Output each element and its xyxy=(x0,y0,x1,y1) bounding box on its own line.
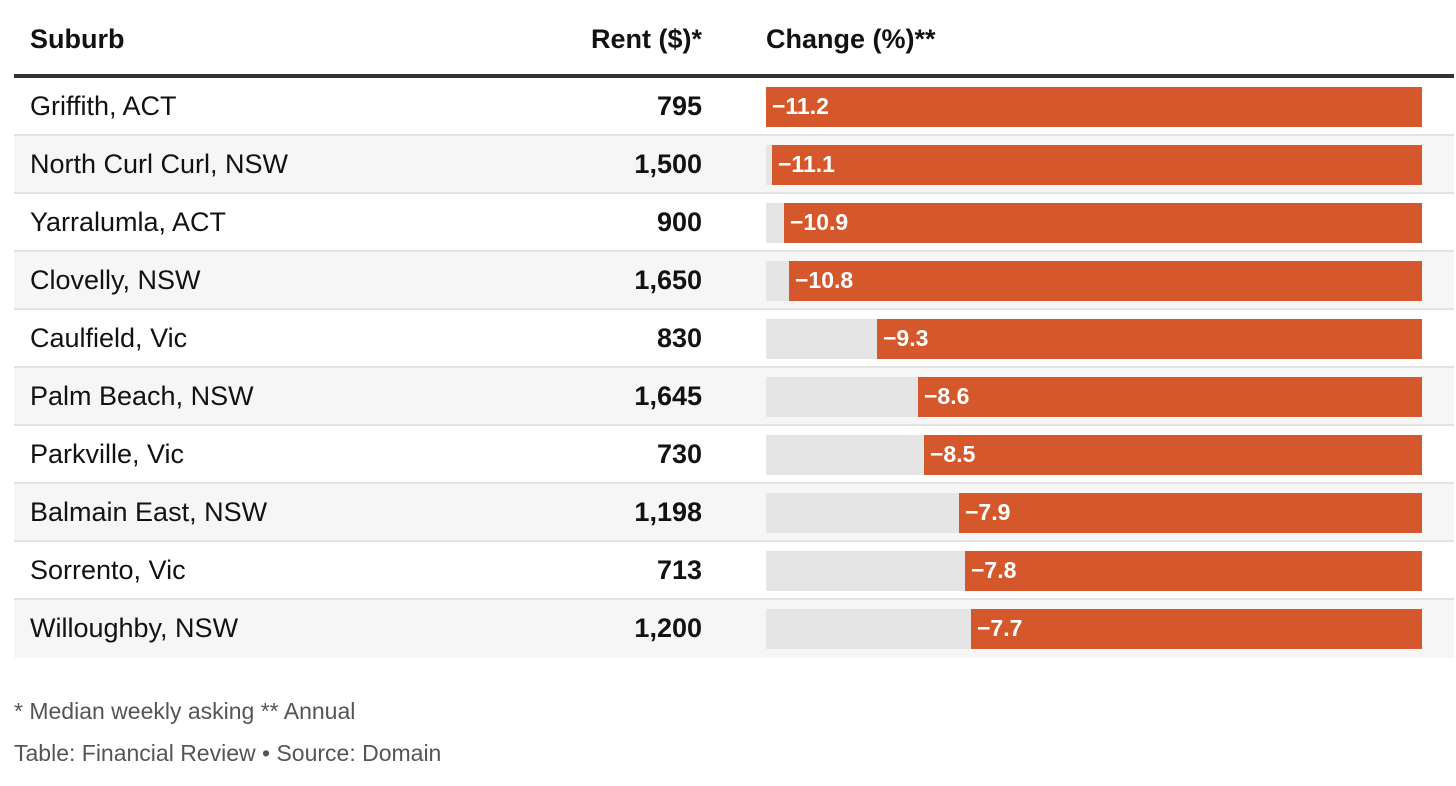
suburb-cell: Caulfield, Vic xyxy=(30,323,188,353)
suburb-cell: Willoughby, NSW xyxy=(30,613,239,643)
rent-cell: 1,650 xyxy=(634,265,702,295)
change-bar-track: −10.9 xyxy=(766,203,1422,243)
change-value-label: −9.3 xyxy=(883,325,929,351)
change-bar-track: −9.3 xyxy=(766,319,1422,359)
table-row: Parkville, Vic 730 −8.5 xyxy=(14,426,1454,484)
header-change: Change (%)** xyxy=(766,24,936,54)
change-bar-track: −8.5 xyxy=(766,435,1422,475)
rent-cell: 1,500 xyxy=(634,149,702,179)
change-value-label: −11.1 xyxy=(778,151,835,177)
table-body: Griffith, ACT 795 −11.2 North Curl Curl, NS… xyxy=(14,78,1454,658)
suburb-cell: North Curl Curl, NSW xyxy=(30,149,289,179)
change-value-label: −7.9 xyxy=(965,499,1011,525)
rent-cell: 900 xyxy=(656,207,702,237)
source-note: Table: Financial Review • Source: Domain xyxy=(14,740,442,766)
change-bar-track: −11.1 xyxy=(766,145,1422,185)
table-header: Suburb Rent ($)* Change (%)** xyxy=(14,0,1454,78)
change-value-label: −10.9 xyxy=(790,209,849,235)
suburb-cell: Clovelly, NSW xyxy=(30,265,201,295)
footnote: * Median weekly asking ** Annual xyxy=(14,698,356,724)
change-bar-track: −10.8 xyxy=(766,261,1422,301)
change-bar: −10.8 xyxy=(789,261,1422,301)
change-value-label: −10.8 xyxy=(795,267,854,293)
change-bar-track: −7.7 xyxy=(766,609,1422,649)
table-row: Griffith, ACT 795 −11.2 xyxy=(14,78,1454,136)
rent-cell: 830 xyxy=(656,323,702,353)
rent-cell: 1,198 xyxy=(634,497,702,527)
change-bar: −9.3 xyxy=(877,319,1422,359)
table-row: Balmain East, NSW 1,198 −7.9 xyxy=(14,484,1454,542)
change-bar-track: −7.8 xyxy=(766,551,1422,591)
suburb-cell: Yarralumla, ACT xyxy=(30,207,227,237)
rent-cell: 795 xyxy=(656,91,702,121)
suburb-cell: Griffith, ACT xyxy=(30,91,177,121)
change-value-label: −8.6 xyxy=(924,383,970,409)
change-bar: −7.9 xyxy=(959,493,1422,533)
change-value-label: −7.7 xyxy=(977,615,1023,641)
table-row: Clovelly, NSW 1,650 −10.8 xyxy=(14,252,1454,310)
change-bar-track: −11.2 xyxy=(766,87,1422,127)
rent-table: Suburb Rent ($)* Change (%)** Griffith, … xyxy=(14,0,1454,658)
table-row: Yarralumla, ACT 900 −10.9 xyxy=(14,194,1454,252)
change-bar: −11.2 xyxy=(766,87,1422,127)
suburb-cell: Balmain East, NSW xyxy=(30,497,268,527)
change-bar: −8.6 xyxy=(918,377,1422,417)
change-bar: −7.7 xyxy=(971,609,1422,649)
change-bar: −11.1 xyxy=(772,145,1422,185)
rent-cell: 1,200 xyxy=(634,613,702,643)
header-rent: Rent ($)* xyxy=(590,24,702,54)
rent-cell: 713 xyxy=(656,555,702,585)
change-value-label: −7.8 xyxy=(971,557,1017,583)
table-row: Caulfield, Vic 830 −9.3 xyxy=(14,310,1454,368)
change-bar: −10.9 xyxy=(784,203,1422,243)
change-bar-track: −8.6 xyxy=(766,377,1422,417)
change-bar: −7.8 xyxy=(965,551,1422,591)
table-row: Sorrento, Vic 713 −7.8 xyxy=(14,542,1454,600)
change-bar: −8.5 xyxy=(924,435,1422,475)
table-row: Palm Beach, NSW 1,645 −8.6 xyxy=(14,368,1454,426)
suburb-cell: Parkville, Vic xyxy=(30,439,185,469)
header-suburb: Suburb xyxy=(30,24,125,54)
table-row: North Curl Curl, NSW 1,500 −11.1 xyxy=(14,136,1454,194)
table-row: Willoughby, NSW 1,200 −7.7 xyxy=(14,600,1454,658)
rent-cell: 730 xyxy=(656,439,702,469)
suburb-cell: Sorrento, Vic xyxy=(30,555,186,585)
suburb-cell: Palm Beach, NSW xyxy=(30,381,254,411)
change-value-label: −11.2 xyxy=(772,93,829,119)
change-value-label: −8.5 xyxy=(930,441,976,467)
rent-cell: 1,645 xyxy=(634,381,702,411)
change-bar-track: −7.9 xyxy=(766,493,1422,533)
